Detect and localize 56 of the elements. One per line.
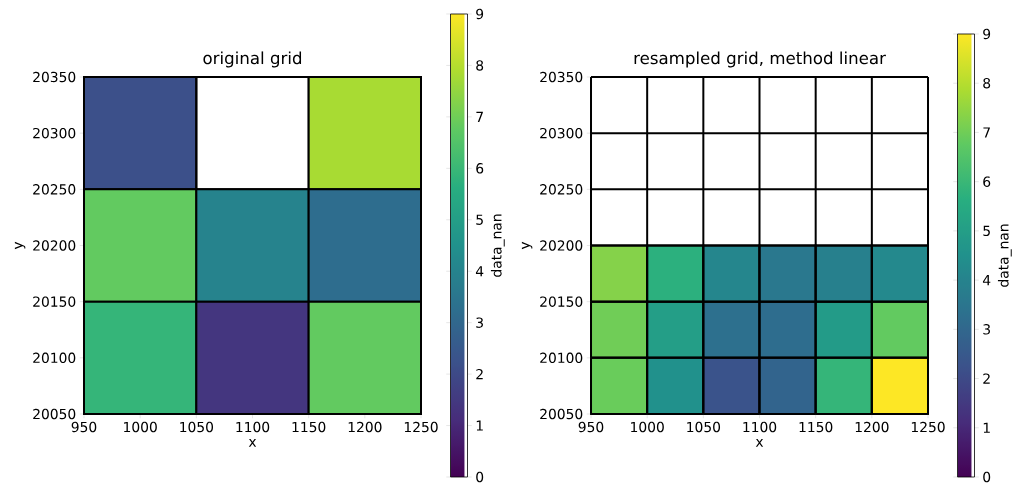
color-bar-label: 0 [983, 471, 991, 483]
y-tick-label: 20150 [33, 296, 76, 307]
x-tick-label: 1000 [124, 421, 157, 433]
color-bar-label: 7 [983, 127, 990, 138]
x-tick-label: 1250 [404, 421, 438, 433]
y-tick-label: 20050 [540, 408, 583, 420]
y-tick-label: 20350 [33, 71, 76, 83]
y-tick-label: 20350 [540, 71, 583, 83]
color-bar-label: 1 [476, 420, 483, 431]
y-tick-label: 20250 [540, 184, 583, 195]
color-bar-label: 3 [983, 324, 990, 335]
color-bar-label: 3 [476, 317, 483, 328]
color-bar-label: 5 [476, 214, 483, 225]
x-tick-label: 950 [578, 421, 604, 433]
color-bar-label: 8 [476, 60, 484, 71]
x-axis-title: x [248, 439, 257, 447]
color-bar-label: 6 [983, 176, 991, 187]
color-bar-label: 5 [983, 225, 990, 237]
color-bar-label: 9 [476, 8, 484, 20]
y-tick-label: 20100 [540, 352, 583, 364]
color-bar-label: 0 [476, 471, 484, 483]
y-tick-label: 20200 [540, 240, 583, 251]
color-bar-label: 2 [983, 373, 990, 384]
x-tick-label: 1150 [292, 421, 326, 433]
chart-title: original grid [203, 51, 302, 68]
y-axis-title: y [14, 241, 26, 250]
y-tick-label: 20100 [33, 352, 76, 364]
x-tick-label: 1100 [743, 421, 777, 433]
color-bar-label: 1 [983, 422, 990, 433]
y-tick-label: 20150 [540, 296, 583, 307]
y-tick-label: 20300 [33, 127, 76, 139]
y-tick-label: 20200 [33, 240, 76, 251]
y-tick-label: 20250 [33, 184, 76, 195]
color-bar-title: data_nan [997, 224, 1012, 287]
y-axis-title: y [521, 241, 533, 250]
color-bar-label: 4 [475, 266, 484, 277]
y-tick-label: 20050 [33, 408, 76, 420]
color-bar-label: 7 [476, 111, 483, 122]
x-tick-label: 1000 [631, 421, 664, 433]
color-bar-label: 2 [476, 368, 483, 380]
x-tick-label: 1150 [799, 421, 833, 433]
chart-title: resampled grid, method linear [634, 51, 886, 68]
x-tick-label: 1100 [236, 421, 270, 433]
color-bar-title: data_nan [490, 214, 505, 277]
x-tick-label: 1250 [911, 421, 945, 433]
y-tick-label: 20300 [540, 127, 583, 139]
color-bar-label: 8 [983, 77, 991, 89]
x-axis-title: x [755, 439, 764, 447]
x-tick-label: 1050 [180, 421, 214, 433]
color-bar-label: 9 [983, 28, 991, 40]
color-bar-label: 4 [982, 275, 991, 286]
x-tick-label: 1050 [687, 421, 721, 433]
x-tick-label: 1200 [855, 421, 889, 433]
x-tick-label: 1200 [348, 421, 382, 433]
x-tick-label: 950 [71, 421, 97, 433]
color-bar-label: 6 [476, 163, 484, 174]
